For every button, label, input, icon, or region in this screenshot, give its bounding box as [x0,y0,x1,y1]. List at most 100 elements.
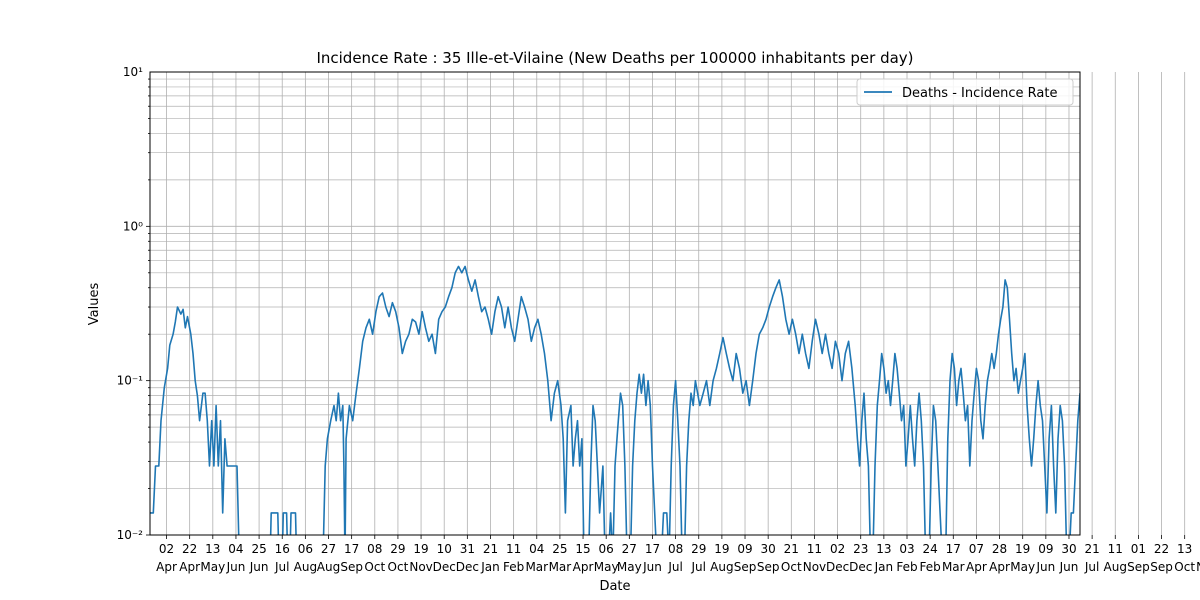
x-tick-day: 01 [1131,542,1146,556]
x-tick-month: Jan [874,560,894,574]
x-tick-month: Jul [691,560,706,574]
x-tick-day: 17 [946,542,961,556]
x-tick-month: Mar [549,560,572,574]
x-tick-day: 02 [159,542,174,556]
x-tick-month: Apr [966,560,987,574]
x-tick-month: Dec [456,560,479,574]
x-tick-month: Jun [249,560,269,574]
x-tick-day: 11 [1108,542,1123,556]
series-line-deaths [150,265,1080,535]
x-tick-month: Sep [1150,560,1173,574]
x-tick-month: May [617,560,642,574]
y-tick-label: 10⁻² [117,528,144,542]
plot-area-frame [149,71,1081,536]
x-tick-month: Jun [226,560,246,574]
x-tick-day: 27 [622,542,637,556]
x-tick-month: Mar [942,560,965,574]
x-tick-day: 17 [645,542,660,556]
x-tick-month: Sep [340,560,363,574]
legend: Deaths - Incidence Rate [856,78,1074,106]
x-tick-day: 24 [923,542,938,556]
x-axis-label: Date [599,579,630,594]
x-tick-month: Aug [710,560,733,574]
series-layer [150,265,1080,535]
x-tick-day: 06 [599,542,614,556]
x-tick-day: 13 [205,542,220,556]
x-tick-month: Dec [849,560,872,574]
x-tick-day: 19 [1015,542,1030,556]
x-tick-day: 08 [367,542,382,556]
x-tick-month: Oct [388,560,409,574]
y-tick-label: 10⁻¹ [117,374,144,388]
x-tick-month: Oct [781,560,802,574]
x-tick-day: 03 [899,542,914,556]
x-tick-month: Apr [573,560,594,574]
x-tick-day: 15 [575,542,590,556]
x-tick-month: Jan [480,560,500,574]
x-tick-day: 04 [228,542,243,556]
x-tick-day: 23 [853,542,868,556]
x-tick-day: 29 [390,542,405,556]
x-tick-month: May [1010,560,1035,574]
x-tick-month: Dec [433,560,456,574]
x-tick-day: 21 [784,542,799,556]
x-tick-month: Sep [1127,560,1150,574]
x-tick-month: Oct [364,560,385,574]
x-tick-month: Apr [156,560,177,574]
x-tick-month: Jul [667,560,682,574]
x-tick-day: 22 [182,542,197,556]
x-tick-month: Feb [896,560,917,574]
x-tick-month: Dec [826,560,849,574]
x-tick-day: 06 [298,542,313,556]
x-tick-day: 10 [437,542,452,556]
x-tick-month: Oct [1174,560,1195,574]
x-tick-month: Feb [503,560,524,574]
x-tick-day: 08 [668,542,683,556]
x-tick-day: 21 [483,542,498,556]
y-axis: 10⁻² 10⁻¹ 10⁰ 10¹ [117,65,150,542]
x-tick-month: May [200,560,225,574]
x-tick-day: 17 [344,542,359,556]
x-tick-day: 09 [737,542,752,556]
x-tick-day: 02 [830,542,845,556]
x-tick-day: 25 [251,542,266,556]
x-tick-day: 13 [876,542,891,556]
legend-box [856,78,1074,106]
y-tick-label: 10⁰ [123,219,143,233]
x-tick-month: May [594,560,619,574]
x-tick-month: Apr [179,560,200,574]
x-tick-day: 21 [1084,542,1099,556]
x-tick-month: Jun [1059,560,1079,574]
x-tick-month: Jun [642,560,662,574]
x-tick-month: Sep [757,560,780,574]
x-tick-day: 09 [1038,542,1053,556]
x-tick-day: 29 [691,542,706,556]
x-tick-month: Aug [1104,560,1127,574]
x-tick-day: 19 [413,542,428,556]
x-tick-day: 16 [275,542,290,556]
x-tick-day: 30 [1061,542,1076,556]
x-tick-month: Nov [409,560,432,574]
x-tick-day: 27 [321,542,336,556]
x-tick-month: Mar [525,560,548,574]
x-tick-day: 25 [552,542,567,556]
legend-entry-deaths: Deaths - Incidence Rate [902,86,1057,101]
x-tick-day: 31 [460,542,475,556]
x-tick-month: Sep [734,560,757,574]
x-tick-day: 28 [992,542,1007,556]
y-tick-label: 10¹ [123,65,143,79]
x-tick-day: 04 [529,542,544,556]
y-axis-label: Values [87,283,102,326]
x-tick-day: 30 [761,542,776,556]
x-tick-month: Jun [1035,560,1055,574]
x-tick-month: Nov [803,560,826,574]
x-axis: 02Apr22Apr13May04Jun25Jun16Jul06Aug27Aug… [156,535,1200,574]
x-tick-day: 22 [1154,542,1169,556]
x-tick-day: 11 [807,542,822,556]
x-tick-month: Feb [920,560,941,574]
x-tick-month: Aug [317,560,340,574]
x-tick-day: 11 [506,542,521,556]
x-tick-day: 07 [969,542,984,556]
x-tick-month: Jul [1084,560,1099,574]
